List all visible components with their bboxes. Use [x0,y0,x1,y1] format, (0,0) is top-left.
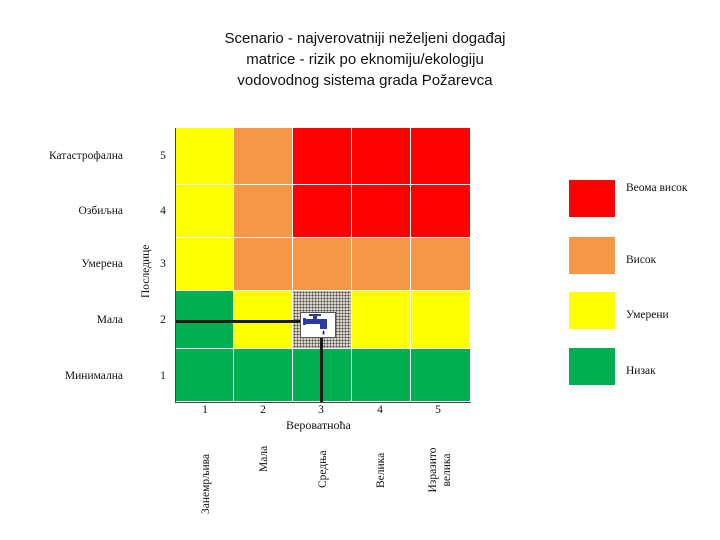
matrix-cell [234,185,293,238]
y-axis-title: Последице [140,244,152,298]
col-num-3: 3 [318,404,324,416]
row-label-5: Катастрофална [48,150,123,162]
col-num-5: 5 [435,404,441,416]
legend-swatch-high [569,237,615,274]
matrix-cell [411,291,471,349]
col-label-1: Занемрљива [200,453,212,514]
row-label-3: Умерена [81,258,123,270]
matrix-cell [352,128,411,185]
probability-guide-line [320,336,323,402]
row-num-2: 2 [160,314,166,326]
row-num-1: 1 [160,370,166,382]
matrix-cell [293,128,352,185]
matrix-cell [411,238,471,291]
col-label-2: Мала [258,445,270,472]
col-label-3: Средња [317,450,329,488]
matrix-cell [234,128,293,185]
legend-label-medium: Умерени [626,309,669,321]
matrix-cell [176,185,234,238]
x-axis-line [175,402,471,403]
water-tap-icon [300,312,336,338]
legend-swatch-very-high [569,180,615,217]
consequence-guide-line [176,320,302,323]
y-axis-line [175,128,176,403]
col-num-4: 4 [377,404,383,416]
title-line-1: Scenario - najverovatniji neželjeni doga… [224,30,506,47]
row-label-1: Минимална [64,370,123,382]
matrix-cell [293,185,352,238]
row-label-2: Мала [96,314,123,326]
chart-title: Scenario - najverovatniji neželjeni doga… [160,28,570,91]
matrix-cell [176,349,234,402]
col-num-2: 2 [260,404,266,416]
col-num-1: 1 [202,404,208,416]
title-line-3: vodovodnog sistema grada Požarevca [237,72,493,89]
legend-label-high: Висок [626,254,657,266]
col-label-5: Изразито велика [427,447,453,493]
legend-swatch-medium [569,292,615,329]
matrix-cell [293,238,352,291]
row-num-3: 3 [160,258,166,270]
title-line-2: matrice - rizik po eknomiju/ekologiju [246,51,484,68]
col-label-4: Велика [375,452,387,488]
matrix-cell [176,128,234,185]
matrix-cell [234,349,293,402]
matrix-cell [352,238,411,291]
legend-label-very-high: Веома висок [626,182,688,194]
x-axis-title: Вероватноћа [286,418,351,432]
matrix-cell [411,185,471,238]
matrix-cell [352,291,411,349]
matrix-cell [176,238,234,291]
matrix-cell [352,349,411,402]
row-label-4: Озбиљна [78,205,123,217]
matrix-cell [352,185,411,238]
legend-label-low: Низак [626,365,656,377]
matrix-cell [234,238,293,291]
matrix-cell [411,128,471,185]
legend-swatch-low [569,348,615,385]
row-num-5: 5 [160,150,166,162]
matrix-cell [411,349,471,402]
row-num-4: 4 [160,205,166,217]
